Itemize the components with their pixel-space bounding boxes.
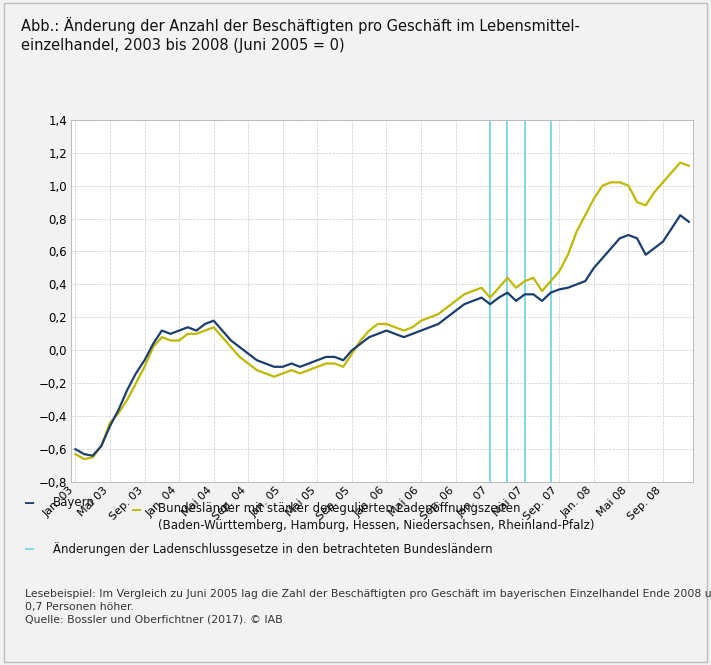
Text: —: — bbox=[132, 502, 141, 517]
Text: Bayern: Bayern bbox=[53, 495, 95, 509]
Text: Bundesländer mit stärker deregulierten Ladenöffnungszeiten
(Baden-Württemberg, H: Bundesländer mit stärker deregulierten L… bbox=[158, 502, 594, 532]
Text: Änderungen der Ladenschlussgesetze in den betrachteten Bundesländern: Änderungen der Ladenschlussgesetze in de… bbox=[53, 541, 493, 556]
Text: Abb.: Änderung der Anzahl der Beschäftigten pro Geschäft im Lebensmittel-
einzel: Abb.: Änderung der Anzahl der Beschäftig… bbox=[21, 17, 580, 53]
Text: —: — bbox=[25, 541, 34, 556]
Text: Lesebeispiel: Im Vergleich zu Juni 2005 lag die Zahl der Beschäftigten pro Gesch: Lesebeispiel: Im Vergleich zu Juni 2005 … bbox=[25, 589, 711, 625]
Text: —: — bbox=[25, 495, 34, 509]
